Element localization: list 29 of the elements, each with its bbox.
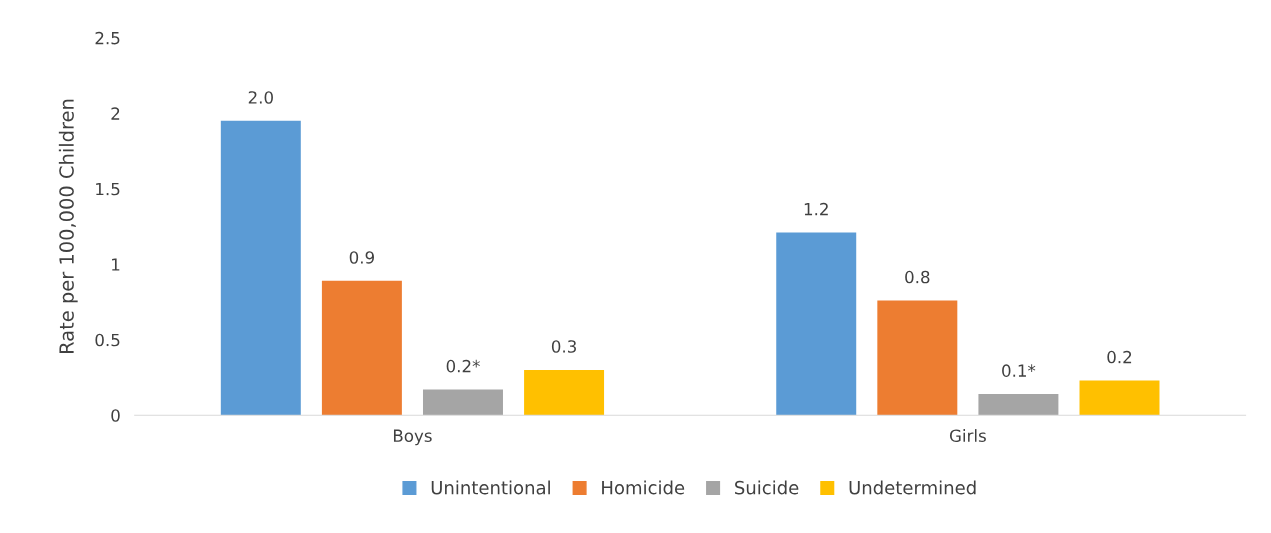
bar — [321, 280, 402, 416]
data-label: 0.9 — [349, 251, 374, 264]
data-label: 0.8 — [905, 270, 930, 284]
legend-label: Unintentional — [431, 480, 550, 495]
data-label: 0.2 — [1107, 350, 1132, 364]
data-label: 2.0 — [248, 91, 273, 104]
data-label: 1.2 — [804, 202, 828, 216]
data-label: 0.1* — [1002, 364, 1036, 377]
bar — [524, 369, 605, 416]
bar — [422, 389, 503, 416]
legend-label: Suicide — [735, 480, 799, 495]
y-tick-label: 2.5 — [95, 31, 120, 45]
x-tick-label: Boys — [393, 429, 432, 446]
y-tick-label: 1 — [112, 258, 120, 271]
bar — [220, 120, 301, 416]
x-tick-label: Girls — [949, 429, 986, 442]
data-label: 0.3 — [551, 340, 576, 353]
legend-label: Undetermined — [849, 480, 976, 495]
y-tick-label: 1.5 — [96, 182, 120, 196]
bar — [978, 394, 1059, 416]
legend-label: Homicide — [602, 480, 685, 495]
bar — [776, 232, 857, 416]
y-tick-label: 2 — [111, 107, 120, 120]
y-axis-title: Rate per 100,000 Children — [58, 99, 78, 353]
y-tick-label: 0 — [111, 409, 120, 422]
bar — [877, 300, 958, 416]
bar — [1079, 380, 1160, 416]
y-tick-label: 0.5 — [95, 333, 120, 347]
data-label: 0.2* — [446, 359, 480, 373]
